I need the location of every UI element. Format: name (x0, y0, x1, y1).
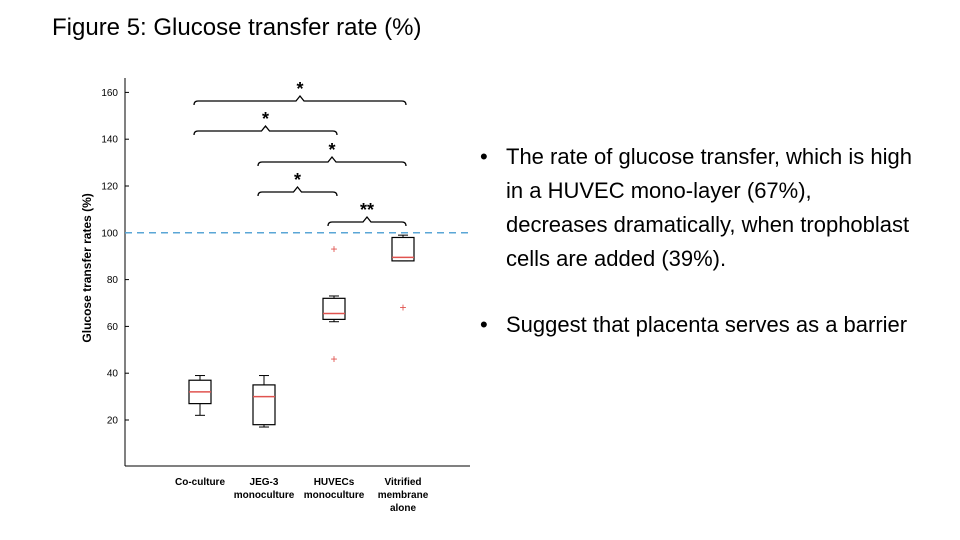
box-iqr (252, 384, 276, 426)
significance-label: * (328, 140, 335, 160)
significance-bracket (257, 155, 407, 167)
y-tick-label: 120 (101, 182, 118, 193)
bullet-item: • Suggest that placenta serves as a barr… (478, 308, 918, 342)
bullet-glyph: • (480, 312, 488, 337)
significance-bracket (193, 94, 407, 106)
outlier-marker: + (330, 242, 337, 256)
bullet-text: The rate of glucose transfer, which is h… (506, 144, 912, 271)
box-iqr (391, 236, 415, 262)
bullet-text: Suggest that placenta serves as a barrie… (506, 312, 908, 337)
outlier-marker: + (399, 301, 406, 315)
significance-bracket (193, 124, 338, 136)
significance-label: * (262, 109, 269, 129)
outlier-marker: + (330, 352, 337, 366)
box-iqr (322, 297, 346, 320)
significance-label: * (296, 79, 303, 99)
y-tick-label: 140 (101, 135, 118, 146)
x-category-label: Co-culture (175, 477, 225, 488)
x-category-label: JEG-3 monoculture (234, 477, 295, 501)
significance-bracket (257, 185, 338, 197)
bullet-glyph: • (480, 144, 488, 169)
x-category-label: Vitrified membrane alone (378, 477, 429, 514)
x-category-label: HUVECs monoculture (304, 477, 365, 501)
y-tick-label: 80 (107, 275, 119, 286)
y-tick-label: 20 (107, 416, 119, 427)
y-tick-label: 100 (101, 228, 118, 239)
significance-label: ** (360, 200, 374, 220)
y-tick-label: 160 (101, 88, 118, 99)
significance-bracket (327, 215, 407, 227)
y-axis-label: Glucose transfer rates (%) (80, 193, 94, 342)
bullet-item: • The rate of glucose transfer, which is… (478, 140, 918, 276)
y-tick-label: 60 (107, 322, 119, 333)
bullet-list: • The rate of glucose transfer, which is… (478, 140, 918, 374)
slide-title: Figure 5: Glucose transfer rate (%) (52, 14, 422, 41)
significance-label: * (294, 170, 301, 190)
y-tick-label: 40 (107, 369, 119, 380)
